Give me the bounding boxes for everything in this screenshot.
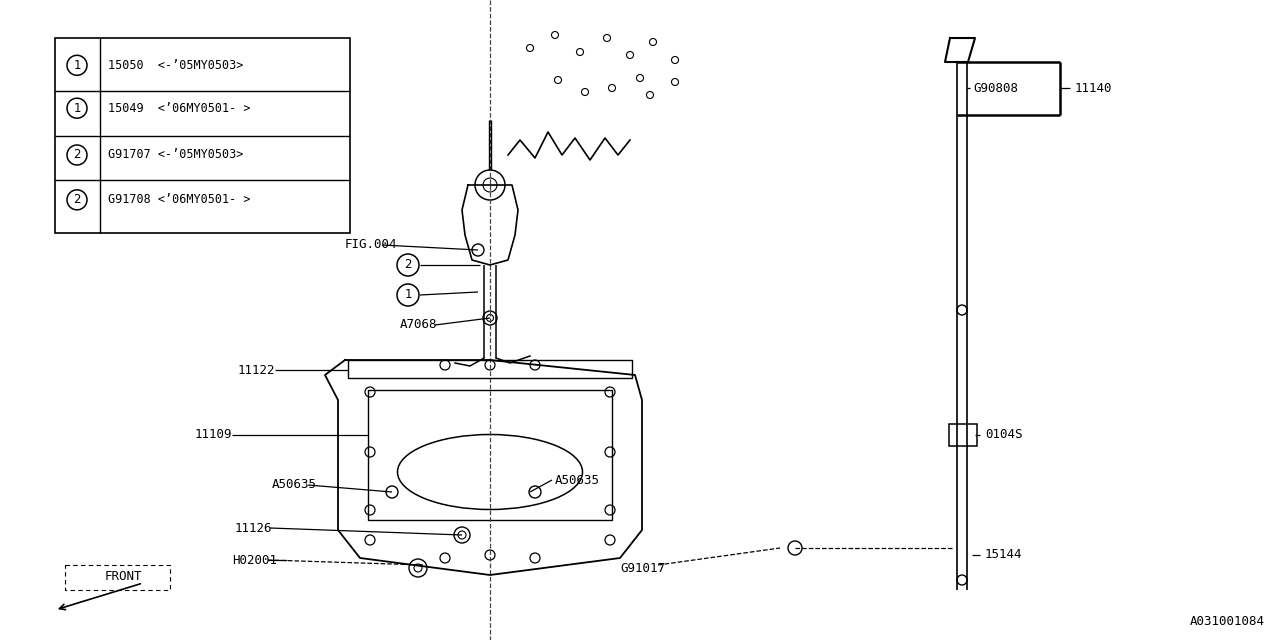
Text: 2: 2 [73, 148, 81, 161]
Text: A50635: A50635 [273, 479, 317, 492]
Text: 11126: 11126 [236, 522, 273, 534]
Text: FIG.004: FIG.004 [346, 239, 398, 252]
Text: A031001084: A031001084 [1190, 615, 1265, 628]
Bar [369, 390, 612, 520]
Text: 15050  <-’05MY0503>: 15050 <-’05MY0503> [108, 59, 243, 72]
Text: G91017: G91017 [620, 561, 666, 575]
Bar [948, 424, 977, 446]
Text: G91707 <-’05MY0503>: G91707 <-’05MY0503> [108, 148, 243, 161]
Text: 15144: 15144 [986, 548, 1023, 561]
Text: G90808: G90808 [973, 81, 1018, 95]
Text: 1: 1 [404, 289, 412, 301]
Text: 11122: 11122 [238, 364, 275, 376]
Text: 1: 1 [73, 59, 81, 72]
Text: A7068: A7068 [399, 319, 438, 332]
Text: 1: 1 [73, 102, 81, 115]
Bar [55, 38, 349, 233]
Text: A50635: A50635 [556, 474, 600, 486]
Bar [65, 565, 170, 590]
Text: 2: 2 [404, 259, 412, 271]
Text: FRONT: FRONT [105, 570, 142, 584]
Text: 11140: 11140 [1075, 81, 1112, 95]
Text: 2: 2 [73, 193, 81, 206]
Text: G91708 <’06MY0501- >: G91708 <’06MY0501- > [108, 193, 251, 206]
Text: 11109: 11109 [195, 429, 233, 442]
Text: H02001: H02001 [232, 554, 276, 566]
Text: 0104S: 0104S [986, 429, 1023, 442]
Text: 15049  <’06MY0501- >: 15049 <’06MY0501- > [108, 102, 251, 115]
